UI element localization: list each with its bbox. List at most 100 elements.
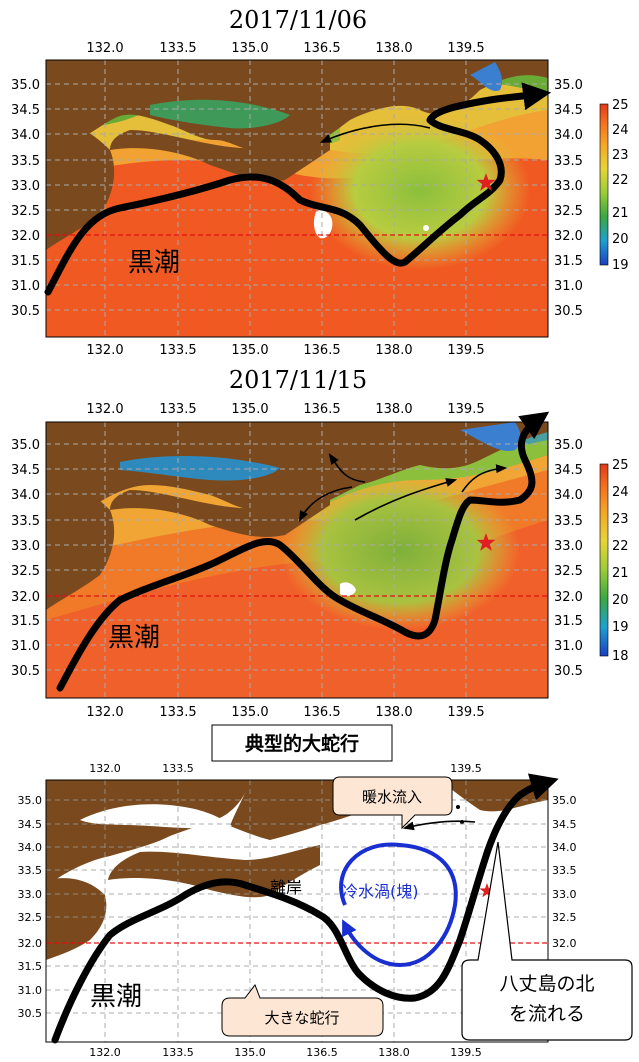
svg-text:33.5: 33.5 bbox=[554, 154, 583, 169]
kuroshio-label-top: 黒潮 bbox=[128, 248, 180, 278]
svg-text:33.0: 33.0 bbox=[552, 888, 577, 901]
lon-ticks-middle: 132.0 133.5 135.0 136.5 138.0 139.5 132.… bbox=[86, 402, 484, 720]
lon-ticks-bottom: 132.0 133.5 139.5 132.0 133.5 135.0 136.… bbox=[89, 762, 482, 1059]
svg-text:139.5: 139.5 bbox=[450, 762, 482, 775]
label-cold-eddy: 冷水渦(塊) bbox=[342, 882, 419, 901]
svg-text:21: 21 bbox=[612, 206, 629, 221]
svg-text:139.5: 139.5 bbox=[447, 402, 484, 417]
colorbar-top: 25 24 23 22 21 20 19 18 bbox=[599, 98, 629, 273]
lat-ticks-top: 35.0 34.5 34.0 33.5 33.0 32.5 32.0 31.5 … bbox=[11, 78, 583, 319]
kuroshio-label-bottom: 黒潮 bbox=[90, 982, 142, 1012]
svg-text:19: 19 bbox=[612, 620, 629, 635]
lat-ticks-middle: 35.0 34.5 34.0 33.5 33.0 32.5 32.0 31.5 … bbox=[11, 438, 583, 679]
svg-text:133.5: 133.5 bbox=[162, 762, 194, 775]
svg-text:32.0: 32.0 bbox=[11, 590, 40, 605]
svg-text:132.0: 132.0 bbox=[86, 41, 123, 56]
callout-hachijo: 八丈島の北 を流れる bbox=[461, 841, 633, 1041]
callout-warm-inflow: 暖水流入 bbox=[332, 776, 453, 830]
svg-text:35.0: 35.0 bbox=[554, 78, 583, 93]
svg-text:34.5: 34.5 bbox=[18, 818, 43, 831]
svg-text:32.5: 32.5 bbox=[11, 204, 40, 219]
svg-text:132.0: 132.0 bbox=[86, 402, 123, 417]
svg-text:133.5: 133.5 bbox=[159, 705, 196, 720]
svg-text:24: 24 bbox=[612, 123, 629, 138]
lat-ticks-bottom: 35.0 34.5 34.0 33.5 33.0 32.5 32.0 31.5 … bbox=[18, 794, 577, 1020]
kuroshio-path-middle bbox=[56, 411, 550, 692]
svg-text:133.5: 133.5 bbox=[159, 41, 196, 56]
svg-text:34.5: 34.5 bbox=[11, 463, 40, 478]
svg-text:32.0: 32.0 bbox=[18, 937, 43, 950]
svg-text:136.5: 136.5 bbox=[303, 343, 340, 358]
svg-text:30.5: 30.5 bbox=[11, 664, 40, 679]
svg-text:34.5: 34.5 bbox=[554, 463, 583, 478]
svg-text:18: 18 bbox=[612, 649, 629, 664]
svg-text:32.5: 32.5 bbox=[18, 911, 43, 924]
svg-text:34.0: 34.0 bbox=[554, 128, 583, 143]
svg-text:139.5: 139.5 bbox=[447, 343, 484, 358]
svg-text:34.0: 34.0 bbox=[552, 841, 577, 854]
svg-text:33.0: 33.0 bbox=[11, 179, 40, 194]
svg-text:35.0: 35.0 bbox=[11, 78, 40, 93]
svg-text:大きな蛇行: 大きな蛇行 bbox=[264, 1009, 339, 1027]
svg-text:35.0: 35.0 bbox=[552, 794, 577, 807]
svg-text:23: 23 bbox=[612, 512, 629, 527]
label-offshore: 離岸 bbox=[270, 878, 302, 897]
grid-top bbox=[46, 60, 548, 337]
svg-text:34.5: 34.5 bbox=[552, 818, 577, 831]
svg-text:31.0: 31.0 bbox=[18, 984, 43, 997]
svg-text:31.0: 31.0 bbox=[11, 279, 40, 294]
svg-text:32.0: 32.0 bbox=[11, 229, 40, 244]
callout-large-meander: 大きな蛇行 bbox=[221, 983, 384, 1037]
svg-text:31.5: 31.5 bbox=[554, 614, 583, 629]
warm-inflow-arrow bbox=[402, 820, 476, 831]
svg-text:138.0: 138.0 bbox=[375, 343, 412, 358]
circulation-arrows-middle bbox=[298, 453, 508, 523]
svg-text:31.5: 31.5 bbox=[18, 960, 43, 973]
panel-bottom-title: 典型的大蛇行 bbox=[245, 732, 359, 755]
cold-eddy-loop bbox=[339, 842, 458, 968]
svg-text:138.0: 138.0 bbox=[375, 41, 412, 56]
svg-text:30.5: 30.5 bbox=[554, 664, 583, 679]
svg-text:139.5: 139.5 bbox=[447, 41, 484, 56]
svg-text:21: 21 bbox=[612, 566, 629, 581]
svg-text:22: 22 bbox=[612, 173, 629, 188]
svg-text:138.0: 138.0 bbox=[375, 705, 412, 720]
svg-text:136.5: 136.5 bbox=[303, 41, 340, 56]
svg-text:23: 23 bbox=[612, 148, 629, 163]
svg-text:31.0: 31.0 bbox=[554, 279, 583, 294]
svg-text:31.0: 31.0 bbox=[554, 639, 583, 654]
svg-text:135.0: 135.0 bbox=[231, 402, 268, 417]
svg-text:33.5: 33.5 bbox=[11, 514, 40, 529]
svg-text:139.5: 139.5 bbox=[447, 705, 484, 720]
svg-text:25: 25 bbox=[612, 458, 629, 473]
svg-text:暖水流入: 暖水流入 bbox=[362, 788, 422, 806]
svg-text:31.5: 31.5 bbox=[11, 614, 40, 629]
svg-text:133.5: 133.5 bbox=[159, 343, 196, 358]
svg-text:33.5: 33.5 bbox=[552, 864, 577, 877]
svg-text:25: 25 bbox=[612, 98, 629, 113]
panel-top-title: 2017/11/06 bbox=[229, 6, 367, 34]
svg-text:30.5: 30.5 bbox=[554, 304, 583, 319]
svg-text:34.5: 34.5 bbox=[11, 103, 40, 118]
svg-text:135.0: 135.0 bbox=[234, 1046, 266, 1059]
svg-text:24: 24 bbox=[612, 485, 629, 500]
svg-text:132.0: 132.0 bbox=[89, 762, 121, 775]
svg-text:136.5: 136.5 bbox=[303, 705, 340, 720]
colorbar-middle: 25 24 23 22 21 20 19 18 bbox=[599, 458, 629, 664]
svg-text:35.0: 35.0 bbox=[18, 794, 43, 807]
panel-bottom: 典型的大蛇行 bbox=[18, 724, 633, 1059]
svg-text:132.0: 132.0 bbox=[89, 1046, 121, 1059]
svg-text:20: 20 bbox=[612, 232, 629, 247]
svg-text:32.5: 32.5 bbox=[554, 564, 583, 579]
kuroshio-path-top bbox=[44, 82, 552, 296]
svg-text:34.0: 34.0 bbox=[18, 841, 43, 854]
svg-text:32.0: 32.0 bbox=[554, 590, 583, 605]
svg-text:22: 22 bbox=[612, 539, 629, 554]
svg-text:33.0: 33.0 bbox=[11, 539, 40, 554]
svg-text:33.5: 33.5 bbox=[11, 154, 40, 169]
hachijojima-star-bottom bbox=[479, 883, 495, 898]
svg-text:32.5: 32.5 bbox=[554, 204, 583, 219]
svg-text:32.0: 32.0 bbox=[552, 937, 577, 950]
svg-text:34.0: 34.0 bbox=[11, 128, 40, 143]
